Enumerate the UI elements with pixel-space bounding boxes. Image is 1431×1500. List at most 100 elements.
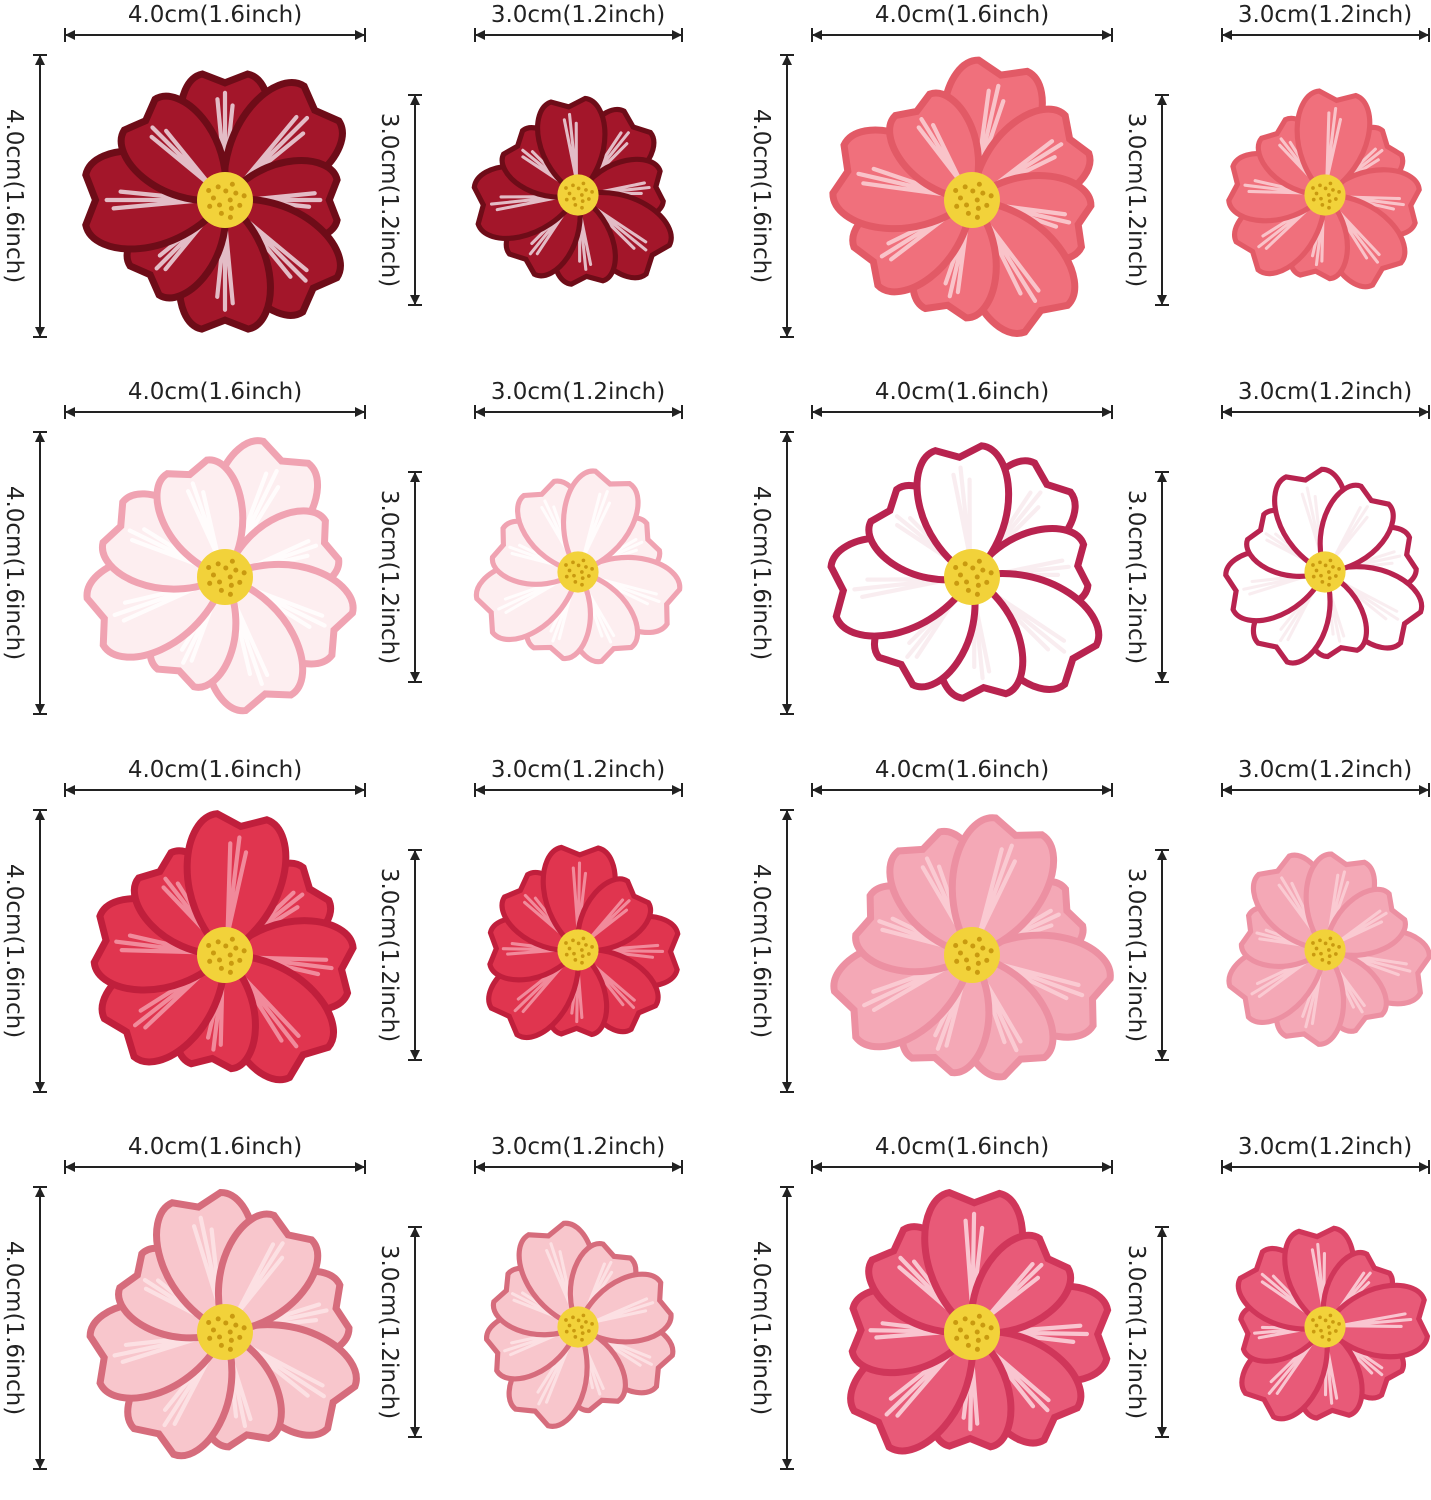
pollen-dot bbox=[215, 561, 221, 567]
pollen-dot bbox=[227, 969, 233, 975]
pollen-dot bbox=[976, 181, 982, 187]
pollen-dot bbox=[1311, 1329, 1316, 1334]
petal-streak bbox=[916, 117, 963, 185]
pollen-dot bbox=[564, 574, 569, 579]
pollen-dot bbox=[1327, 1331, 1332, 1335]
pollen-dot bbox=[1334, 952, 1338, 956]
pollen-dot bbox=[957, 572, 963, 578]
pollen-dot bbox=[573, 579, 578, 584]
pollen-dot bbox=[957, 1327, 963, 1333]
pollen-dot bbox=[1323, 186, 1328, 191]
height-label: 4.0cm(1.6inch) bbox=[1, 109, 27, 283]
pollen-dot bbox=[571, 560, 575, 565]
pollen-dot bbox=[962, 1316, 968, 1322]
height-dimension: 3.0cm(1.2inch) bbox=[376, 1226, 422, 1438]
flower-center bbox=[197, 549, 253, 605]
pollen-dot bbox=[957, 950, 963, 956]
height-dimension: 3.0cm(1.2inch) bbox=[1123, 1226, 1169, 1438]
petal-streak bbox=[562, 112, 578, 182]
pollen-dot bbox=[215, 1316, 221, 1322]
pollen-dot bbox=[573, 202, 578, 207]
pollen-dot bbox=[580, 199, 585, 203]
pollen-dot bbox=[975, 1337, 981, 1343]
pollen-dot bbox=[962, 184, 968, 190]
pollen-dot bbox=[227, 1346, 233, 1352]
pollen-dot bbox=[210, 195, 216, 201]
pollen-dot bbox=[233, 190, 239, 196]
pollen-dot bbox=[974, 952, 980, 958]
light-pink-cosmos-flower bbox=[1226, 851, 1431, 1047]
width-dimension: 3.0cm(1.2inch) bbox=[474, 2, 683, 42]
width-label: 3.0cm(1.2inch) bbox=[1238, 2, 1412, 28]
coral-pink-cosmos-flower bbox=[829, 56, 1095, 337]
pollen-dot bbox=[241, 948, 247, 954]
pollen-dot bbox=[1318, 183, 1322, 188]
pollen-dot bbox=[241, 193, 247, 199]
pollen-dot bbox=[988, 193, 994, 199]
pollen-dot bbox=[229, 936, 235, 942]
pollen-dot bbox=[218, 587, 224, 593]
pollen-dot bbox=[1327, 205, 1331, 210]
blush-pink-cosmos-flower bbox=[86, 1188, 360, 1460]
petal bbox=[535, 95, 608, 199]
height-dimension: 4.0cm(1.6inch) bbox=[1, 809, 47, 1093]
flower-center bbox=[944, 1304, 1000, 1360]
rose-white-streak-cosmos-flower bbox=[1235, 1225, 1431, 1422]
petal bbox=[1321, 1282, 1431, 1360]
pollen-dot bbox=[580, 1331, 585, 1335]
pollen-dot bbox=[572, 951, 576, 956]
pollen-dot bbox=[227, 574, 233, 580]
pollen-dot bbox=[217, 957, 223, 963]
pollen-dot bbox=[580, 960, 584, 965]
width-label: 3.0cm(1.2inch) bbox=[491, 1134, 665, 1160]
petal bbox=[183, 810, 290, 960]
pale-pink-cosmos-flower bbox=[83, 437, 357, 715]
pollen-dot bbox=[965, 210, 971, 216]
pollen-dot bbox=[590, 190, 594, 194]
pollen-dot bbox=[1331, 1320, 1335, 1324]
pollen-dot bbox=[1337, 1322, 1341, 1326]
pollen-dot bbox=[964, 1334, 970, 1340]
pollen-dot bbox=[233, 567, 239, 573]
pollen-dot bbox=[1323, 563, 1328, 568]
pollen-dot bbox=[980, 567, 986, 573]
pollen-dot bbox=[572, 196, 576, 201]
pollen-dot bbox=[237, 202, 243, 208]
pollen-dot bbox=[233, 945, 239, 951]
pollen-dot bbox=[1334, 1329, 1338, 1333]
pollen-dot bbox=[1318, 1315, 1322, 1320]
pollen-dot bbox=[1331, 188, 1335, 192]
pollen-dot bbox=[974, 591, 980, 597]
height-dimension: 3.0cm(1.2inch) bbox=[1123, 849, 1169, 1061]
width-label: 4.0cm(1.6inch) bbox=[875, 757, 1049, 783]
pollen-dot bbox=[210, 1327, 216, 1333]
pollen-dot bbox=[970, 943, 976, 949]
pollen-dot bbox=[1328, 1313, 1333, 1318]
pollen-dot bbox=[228, 582, 234, 588]
pollen-dot bbox=[580, 1337, 584, 1342]
pollen-dot bbox=[567, 191, 572, 196]
pollen-dot bbox=[1337, 190, 1341, 194]
pollen-dot bbox=[962, 561, 968, 567]
pollen-dot bbox=[1337, 567, 1341, 571]
pollen-dot bbox=[974, 1346, 980, 1352]
pollen-dot bbox=[206, 188, 212, 194]
pollen-dot bbox=[227, 214, 233, 220]
pollen-dot bbox=[218, 210, 224, 216]
pollen-dot bbox=[953, 1320, 959, 1326]
pollen-dot bbox=[1327, 576, 1332, 580]
petal-shape bbox=[1294, 88, 1373, 199]
pollen-dot bbox=[1319, 1328, 1323, 1333]
width-dimension: 4.0cm(1.6inch) bbox=[64, 1134, 366, 1174]
height-label: 4.0cm(1.6inch) bbox=[748, 109, 774, 283]
pollen-dot bbox=[237, 1334, 243, 1340]
dark-red-cosmos-flower bbox=[471, 95, 674, 287]
pollen-dot bbox=[1328, 558, 1333, 563]
pollen-dot bbox=[227, 197, 233, 203]
pollen-dot bbox=[581, 936, 586, 941]
pollen-dot bbox=[579, 948, 584, 952]
width-label: 4.0cm(1.6inch) bbox=[128, 757, 302, 783]
pollen-dot bbox=[207, 958, 213, 964]
pollen-dot bbox=[1328, 936, 1333, 941]
width-label: 4.0cm(1.6inch) bbox=[128, 379, 302, 405]
